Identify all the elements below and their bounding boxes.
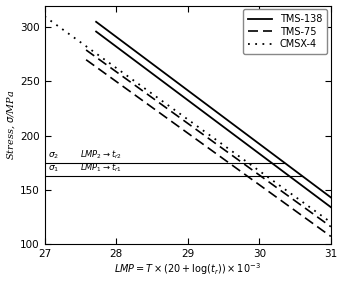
- Text: $\sigma_1$: $\sigma_1$: [48, 164, 59, 174]
- X-axis label: $LMP=T\times(20+\log(t_r))\times10^{-3}$: $LMP=T\times(20+\log(t_r))\times10^{-3}$: [114, 262, 261, 277]
- Text: $LMP_2\rightarrow t_{r2}$: $LMP_2\rightarrow t_{r2}$: [80, 149, 122, 161]
- Text: $\sigma_2$: $\sigma_2$: [48, 151, 59, 161]
- Text: $LMP_1\rightarrow t_{r1}$: $LMP_1\rightarrow t_{r1}$: [80, 162, 122, 174]
- Y-axis label: Stress, $\sigma$/MPa: Stress, $\sigma$/MPa: [5, 90, 17, 160]
- Legend: TMS-138, TMS-75, CMSX-4: TMS-138, TMS-75, CMSX-4: [243, 9, 327, 54]
